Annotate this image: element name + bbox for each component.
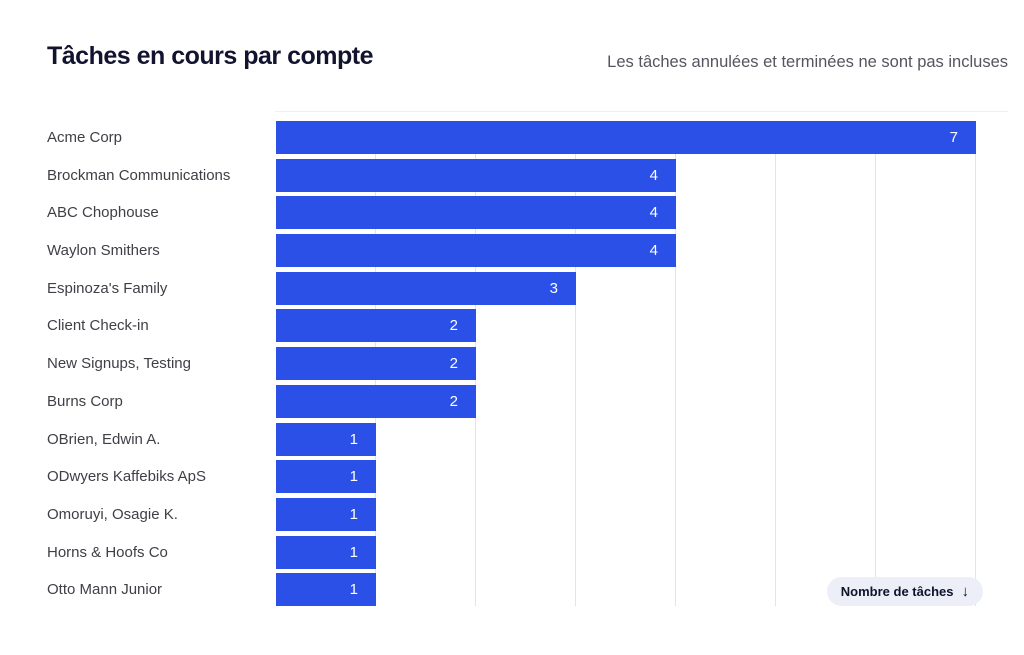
chart-row: Acme Corp 7 xyxy=(0,121,1024,154)
plot-top-border xyxy=(275,111,1008,112)
chart-row: ABC Chophouse 4 xyxy=(0,196,1024,230)
chart-row: Horns & Hoofs Co 1 xyxy=(0,535,1024,569)
bar[interactable]: 1 xyxy=(276,422,376,456)
gridline xyxy=(875,121,876,606)
gridline xyxy=(775,121,776,606)
bar-value-label: 2 xyxy=(449,317,458,335)
bar[interactable]: 4 xyxy=(276,196,676,230)
bar[interactable]: 3 xyxy=(276,271,576,305)
category-label: Horns & Hoofs Co xyxy=(47,543,168,561)
category-label: Client Check-in xyxy=(47,317,149,335)
gridline xyxy=(575,121,576,606)
bar-value-label: 2 xyxy=(449,355,458,373)
chart-row: Burns Corp 2 xyxy=(0,384,1024,418)
page-title: Tâches en cours par compte xyxy=(47,42,374,70)
chart-row: Otto Mann Junior 1 xyxy=(0,573,1024,607)
bar-value-label: 4 xyxy=(649,204,658,222)
chart-row: New Signups, Testing 2 xyxy=(0,347,1024,381)
category-label: Burns Corp xyxy=(47,392,123,410)
category-label: New Signups, Testing xyxy=(47,355,191,373)
chart-row: Omoruyi, Osagie K. 1 xyxy=(0,497,1024,531)
bar-value-label: 4 xyxy=(649,242,658,260)
category-label: Brockman Communications xyxy=(47,166,231,184)
bar-value-label: 1 xyxy=(349,430,358,448)
chart-row: OBrien, Edwin A. 1 xyxy=(0,422,1024,456)
bar[interactable]: 2 xyxy=(276,384,476,418)
bar[interactable]: 4 xyxy=(276,158,676,192)
chart-subtitle: Les tâches annulées et terminées ne sont… xyxy=(607,53,1008,71)
bar-value-label: 7 xyxy=(949,129,958,146)
arrow-down-icon: ↓ xyxy=(961,583,970,600)
chart-row: Brockman Communications 4 xyxy=(0,158,1024,192)
sort-button-label: Nombre de tâches xyxy=(840,584,954,599)
bar[interactable]: 2 xyxy=(276,347,476,381)
bar[interactable]: 2 xyxy=(276,309,476,343)
bar[interactable]: 1 xyxy=(276,497,376,531)
bar-value-label: 1 xyxy=(349,581,358,599)
category-label: ODwyers Kaffebiks ApS xyxy=(47,468,206,486)
bar-value-label: 1 xyxy=(349,468,358,486)
bar[interactable]: 1 xyxy=(276,573,376,607)
chart-row: Espinoza's Family 3 xyxy=(0,271,1024,305)
bar-value-label: 2 xyxy=(449,392,458,410)
category-label: Espinoza's Family xyxy=(47,279,168,297)
bar-value-label: 3 xyxy=(549,279,558,297)
category-label: OBrien, Edwin A. xyxy=(47,430,161,448)
bar[interactable]: 1 xyxy=(276,460,376,494)
category-label: Waylon Smithers xyxy=(47,242,160,260)
category-label: Acme Corp xyxy=(47,129,123,146)
chart-row: Waylon Smithers 4 xyxy=(0,234,1024,268)
chart-row: ODwyers Kaffebiks ApS 1 xyxy=(0,460,1024,494)
bar-value-label: 1 xyxy=(349,505,358,523)
bar[interactable]: 7 xyxy=(276,121,976,154)
bar-value-label: 1 xyxy=(349,543,358,561)
bar[interactable]: 1 xyxy=(276,535,376,569)
bar-value-label: 4 xyxy=(649,166,658,184)
gridline xyxy=(675,121,676,606)
bar[interactable]: 4 xyxy=(276,234,676,268)
category-label: ABC Chophouse xyxy=(47,204,159,222)
sort-button[interactable]: Nombre de tâches ↓ xyxy=(826,577,983,606)
chart-row: Client Check-in 2 xyxy=(0,309,1024,343)
category-label: Omoruyi, Osagie K. xyxy=(47,505,178,523)
gridline xyxy=(975,121,976,606)
category-label: Otto Mann Junior xyxy=(47,581,163,599)
